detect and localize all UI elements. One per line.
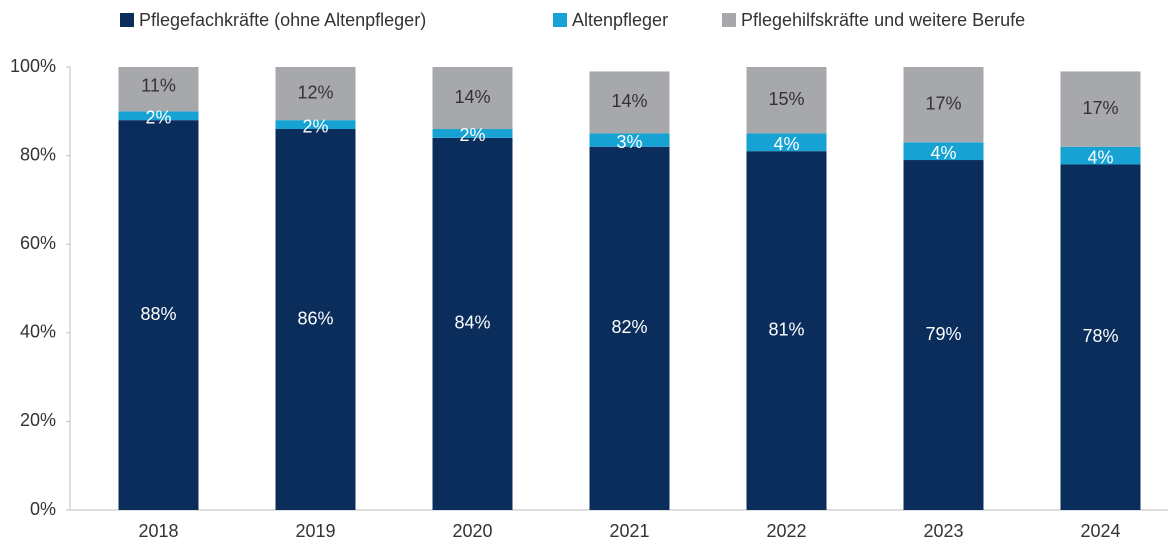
legend-label: Altenpfleger [572, 10, 668, 30]
data-label: 14% [454, 87, 490, 107]
y-tick-label: 60% [20, 233, 56, 253]
data-label: 15% [768, 89, 804, 109]
legend-swatch [120, 13, 134, 27]
data-label: 17% [1082, 98, 1118, 118]
data-label: 88% [140, 304, 176, 324]
y-tick-label: 40% [20, 322, 56, 342]
bar-segment [1060, 164, 1141, 510]
data-label: 2% [145, 107, 171, 127]
data-label: 84% [454, 313, 490, 333]
data-label: 86% [297, 308, 333, 328]
bar-segment [746, 133, 827, 152]
bar-segment [589, 133, 670, 147]
bar-segment [432, 129, 513, 138]
x-tick-label: 2020 [452, 521, 492, 541]
data-label: 2% [459, 125, 485, 145]
bar-segment [275, 129, 356, 510]
bar-segment [1060, 146, 1141, 165]
data-label: 4% [773, 134, 799, 154]
data-label: 11% [141, 76, 176, 96]
bar-segment [118, 67, 199, 112]
data-label: 4% [1087, 147, 1113, 167]
x-tick-label: 2021 [609, 521, 649, 541]
legend-label: Pflegehilfskräfte und weitere Berufe [741, 10, 1025, 30]
bar-segment [432, 67, 513, 130]
bar-segment [275, 67, 356, 121]
legend-swatch [722, 13, 736, 27]
x-tick-label: 2024 [1080, 521, 1120, 541]
bar-segment [1060, 71, 1141, 147]
data-label: 78% [1082, 326, 1118, 346]
x-tick-label: 2023 [923, 521, 963, 541]
bar-segment [746, 151, 827, 510]
bar-segment [118, 111, 199, 121]
y-tick-label: 100% [10, 56, 56, 76]
x-tick-label: 2022 [766, 521, 806, 541]
data-label: 2% [302, 116, 328, 136]
legend-swatch [553, 13, 567, 27]
y-tick-label: 20% [20, 410, 56, 430]
x-tick-label: 2018 [138, 521, 178, 541]
bar-segment [746, 67, 827, 134]
bar-segment [903, 142, 984, 161]
bar-segment [903, 67, 984, 143]
y-tick-label: 80% [20, 144, 56, 164]
data-label: 3% [616, 132, 642, 152]
data-label: 17% [925, 93, 961, 113]
bar-segment [589, 146, 670, 510]
bar-segment [432, 137, 513, 510]
bar-segment [589, 71, 670, 134]
data-label: 81% [768, 319, 804, 339]
x-tick-label: 2019 [295, 521, 335, 541]
data-label: 14% [611, 91, 647, 111]
data-label: 79% [925, 324, 961, 344]
bar-segment [275, 120, 356, 130]
data-label: 12% [297, 82, 333, 102]
bar-segment [118, 120, 199, 510]
y-tick-label: 0% [30, 499, 56, 519]
data-label: 82% [611, 317, 647, 337]
bar-segment [903, 160, 984, 510]
legend-label: Pflegefachkräfte (ohne Altenpfleger) [139, 10, 426, 30]
data-label: 4% [930, 143, 956, 163]
bars [118, 67, 1141, 510]
